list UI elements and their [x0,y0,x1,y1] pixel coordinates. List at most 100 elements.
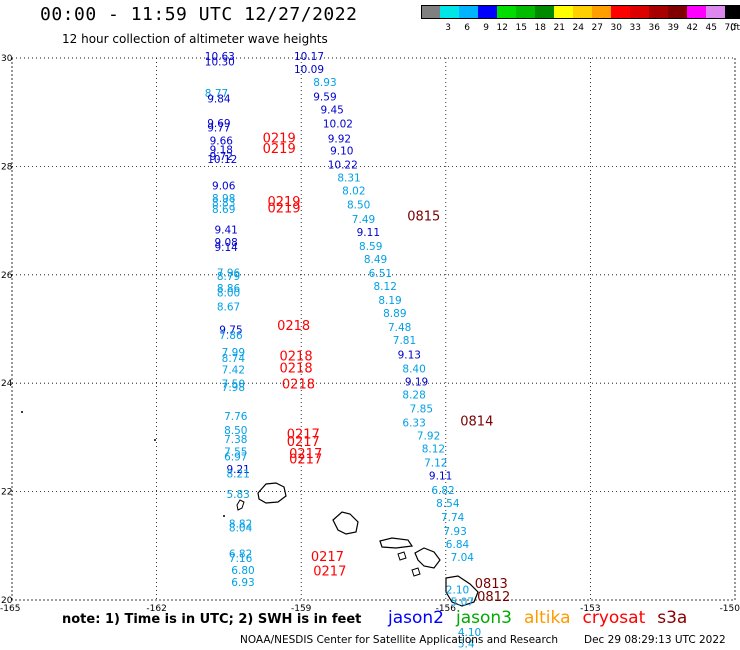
satellite-legend: jason2 jason3 altika cryosat s3a [388,608,699,628]
legend-label: 12 [496,23,508,33]
wave-height-value: 6.82 [229,549,252,561]
wave-height-value: 7.93 [443,526,466,538]
wave-height-value: 8.98 [212,193,235,205]
wave-height-value: 4.10 [458,627,481,639]
wave-height-value: 7.96 [217,267,241,279]
legend-swatch [611,5,630,19]
island-kahoolawe [411,567,421,577]
island-molokai [379,537,414,549]
pass-time-label: 0217 [311,550,344,565]
hawaii-islands [21,411,479,607]
wave-height-value: 9.59 [313,91,336,103]
wave-height-value: 5.83 [226,489,249,501]
wave-height-value: 9.14 [214,242,238,254]
wave-height-value: 9.69 [207,118,230,130]
wave-height-value: 9.11 [429,471,452,483]
wave-height-value: 8.12 [422,444,445,456]
lat-tick-label: 20 [1,596,13,606]
legend-label: 24 [572,23,584,33]
wave-height-value: 8.49 [364,254,387,266]
wave-height-value: 10.12 [207,154,237,166]
generated-time: Dec 29 08:29:13 UTC 2022 [584,634,726,646]
wave-height-value: 9.41 [214,225,237,237]
wave-height-value: 5.07 [451,596,474,608]
island-speck [21,411,23,413]
wave-height-value: 6.97 [224,452,247,464]
wave-height-value: 7.42 [222,364,245,376]
wave-height-value: 9.10 [330,145,353,157]
island-kauai [257,482,287,504]
legend-swatch [725,5,740,19]
pass-time-label: 0219 [267,195,300,210]
legend-swatch [535,5,554,19]
wave-height-value: 7.99 [222,347,245,359]
wave-height-value: 6.33 [402,418,425,430]
page-subtitle: 12 hour collection of altimeter wave hei… [62,32,328,46]
wave-height-value: 9.21 [226,464,249,476]
pass-time-label: 0219 [263,142,296,157]
observations-layer: 10.6310.308.779.849.699.779.669.189.7210… [205,51,481,650]
legend-swatch [497,5,516,19]
wave-height-value: 8.02 [342,186,365,198]
lon-tick-label: -153 [580,604,600,614]
wave-height-value: 9.45 [320,104,343,116]
wave-height-value: 10.09 [294,64,324,76]
wave-height-value: 10.63 [205,51,235,63]
pass-time-label: 0217 [289,452,322,467]
legend-label: 70 [724,23,736,33]
satellite-s3a: s3a [657,608,688,628]
wave-height-value: 7.38 [224,434,247,446]
legend-unit: (ft) [730,23,740,33]
legend-label: 3 [445,23,451,33]
wave-height-value: 8.50 [224,425,247,437]
lat-tick-label: 22 [1,488,12,498]
wave-height-value: 8.40 [402,363,425,375]
legend-swatch [630,5,649,19]
wave-height-value: 7.50 [222,379,245,391]
satellite-jason2: jason2 [388,608,444,628]
legend-swatch [459,5,478,19]
legend-swatch [421,5,440,19]
legend-label: 21 [553,23,565,33]
wave-height-value: 8.50 [347,200,370,212]
lon-tick-label: -162 [146,604,166,614]
lat-tick-label: 30 [1,54,13,64]
wave-height-value: 7.12 [424,458,447,470]
island-oahu [332,511,359,535]
satellite-jason3: jason3 [456,608,512,628]
island-hawaii [445,575,479,607]
wave-height-value: 8.21 [226,469,249,481]
pass-time-label: 0218 [282,378,315,393]
legend-swatch [478,5,497,19]
legend-swatch [592,5,611,19]
wave-height-value: 9.08 [214,237,237,249]
pass-time-layer: 0219021902190219081502180218021802180814… [263,132,511,606]
wave-height-value: 8.31 [337,173,360,185]
wave-height-value: 7.98 [222,382,245,394]
page-title: 00:00 - 11:59 UTC 12/27/2022 [40,4,358,25]
wave-height-value: 8.67 [217,302,240,314]
pass-time-label: 0217 [313,565,346,580]
wave-height-value: 5.4 [458,639,475,650]
wave-height-value: 8.77 [205,88,228,100]
lon-tick-label: -159 [291,604,312,614]
wave-height-value: 10.02 [323,118,353,130]
wave-height-value: 7.85 [410,403,433,415]
legend-swatch [706,5,725,19]
wave-height-value: 7.49 [352,214,375,226]
legend-swatch [554,5,573,19]
wave-height-value: 8.54 [436,498,460,510]
wave-height-value: 7.86 [219,330,243,342]
wave-height-value: 8.89 [383,308,406,320]
legend-label: 30 [610,23,622,33]
wave-height-value: 10.17 [294,51,324,63]
wave-height-value: 9.66 [210,136,234,148]
map-grid [11,57,736,601]
lon-tick-label: -156 [436,604,457,614]
wave-height-value: 7.48 [388,322,411,334]
wave-height-value: 10.22 [328,160,358,172]
pass-time-label: 0217 [287,435,320,450]
wave-height-value: 6.82 [431,485,454,497]
pass-time-label: 0812 [477,590,510,605]
satellite-cryosat: cryosat [582,608,646,628]
